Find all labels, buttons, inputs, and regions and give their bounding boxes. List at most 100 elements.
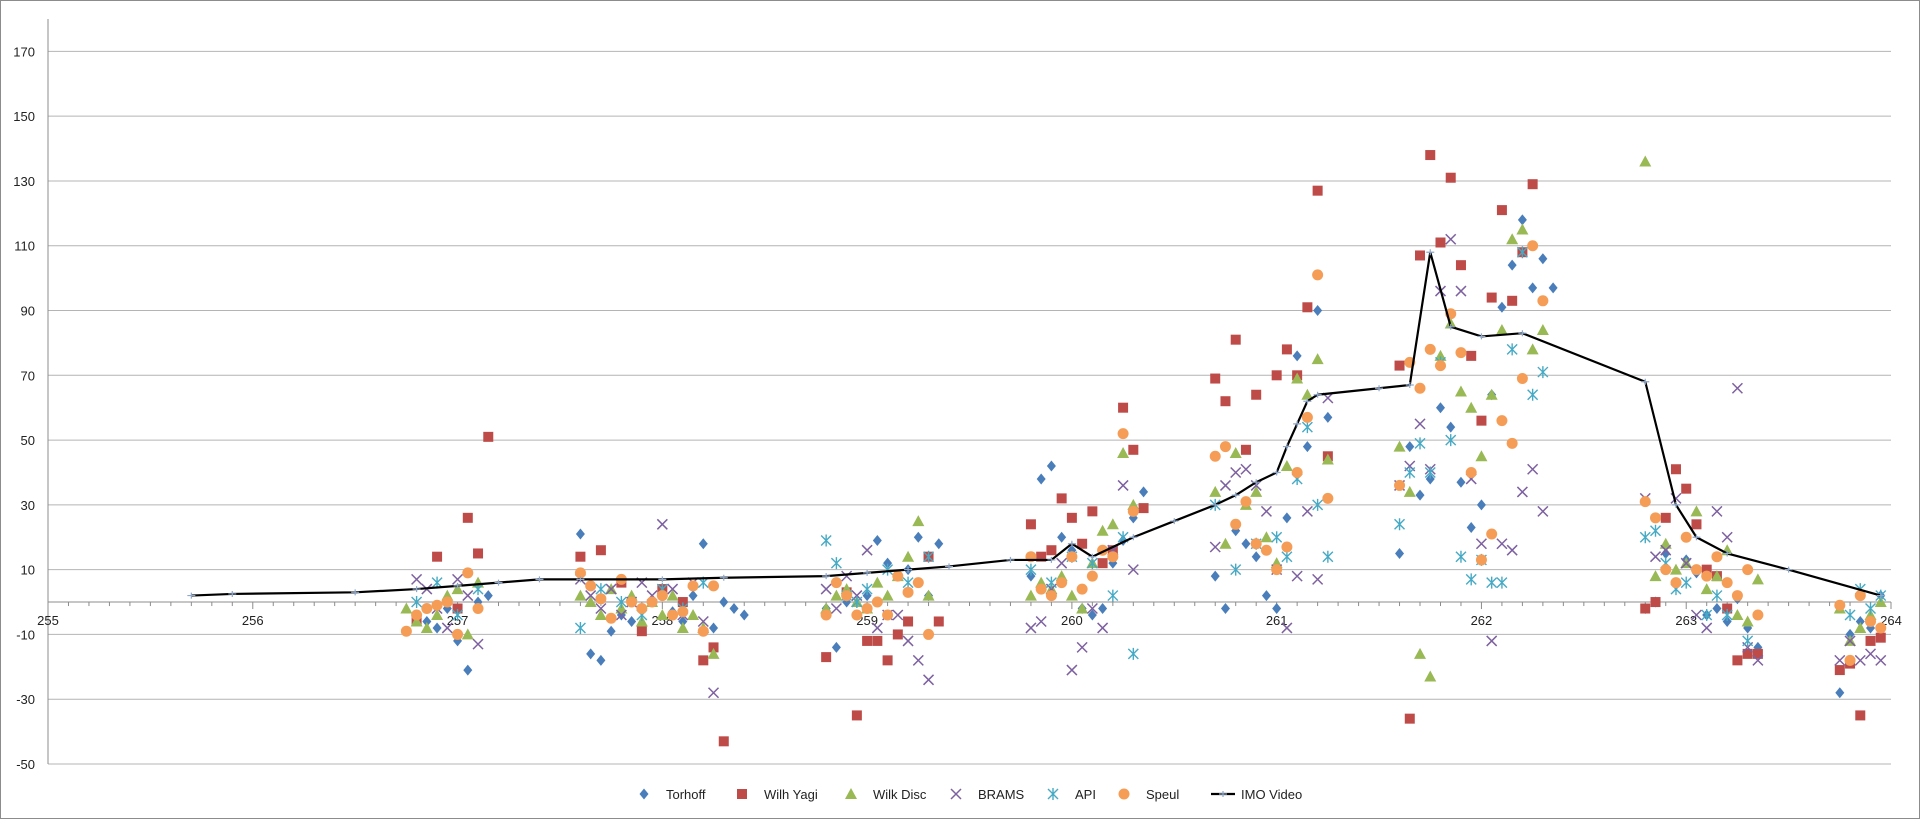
data-point xyxy=(1680,576,1692,589)
data-point xyxy=(1445,233,1457,245)
y-axis-ticks: -50 -30 -10 10 30 50 70 90 110 130 150 170 xyxy=(13,44,35,772)
data-point xyxy=(462,567,474,579)
data-point xyxy=(483,590,493,602)
data-point xyxy=(1282,512,1292,524)
data-point xyxy=(1486,292,1497,303)
data-point xyxy=(452,603,463,614)
legend-label: API xyxy=(1075,787,1096,802)
data-point xyxy=(1537,366,1549,379)
data-point xyxy=(1466,350,1477,361)
data-point xyxy=(1231,492,1240,499)
data-point xyxy=(483,431,494,442)
data-point xyxy=(1496,576,1508,589)
data-point xyxy=(688,590,698,602)
data-point xyxy=(1516,223,1529,235)
data-point xyxy=(595,593,607,605)
data-point xyxy=(697,625,709,637)
data-point xyxy=(1098,603,1108,615)
data-point xyxy=(1415,250,1426,261)
data-point xyxy=(596,654,606,666)
data-point xyxy=(820,609,832,621)
data-point xyxy=(1260,531,1273,543)
data-point xyxy=(574,589,587,601)
data-point xyxy=(1548,282,1558,294)
data-point xyxy=(1076,641,1088,653)
data-point xyxy=(584,596,597,608)
data-point xyxy=(1107,589,1119,602)
data-point xyxy=(1660,512,1671,523)
data-point xyxy=(636,603,648,615)
data-point xyxy=(1446,323,1455,330)
y-tick-label: 30 xyxy=(21,498,35,513)
data-point xyxy=(1455,260,1466,271)
data-point xyxy=(881,589,894,601)
data-point xyxy=(1045,590,1057,602)
data-point xyxy=(830,589,843,601)
data-point xyxy=(1076,602,1089,614)
data-point xyxy=(1087,609,1097,621)
data-point xyxy=(1230,334,1241,345)
data-point xyxy=(1302,302,1313,313)
data-point xyxy=(1710,570,1723,582)
data-point xyxy=(462,512,473,523)
data-point xyxy=(1660,544,1672,556)
y-tick-label: 110 xyxy=(14,239,35,254)
data-point xyxy=(473,548,484,559)
data-point xyxy=(708,642,719,653)
legend-label: IMO Video xyxy=(1241,787,1302,802)
data-point xyxy=(1701,622,1713,634)
data-point xyxy=(1219,441,1231,453)
data-point xyxy=(1394,360,1405,371)
data-point xyxy=(1271,531,1283,544)
data-point xyxy=(1507,295,1518,306)
data-point xyxy=(1465,573,1477,586)
data-point xyxy=(912,515,925,527)
data-point xyxy=(892,609,904,621)
data-point xyxy=(574,567,586,579)
data-point xyxy=(463,664,473,676)
data-point xyxy=(585,580,597,592)
x-tick-label: 263 xyxy=(1675,613,1697,628)
data-point xyxy=(1394,518,1406,531)
data-point xyxy=(1292,350,1302,362)
data-point xyxy=(1138,503,1149,514)
data-point xyxy=(739,609,749,621)
data-point xyxy=(1669,563,1682,575)
data-point xyxy=(1445,172,1456,183)
data-point xyxy=(1117,479,1129,491)
data-point xyxy=(1036,551,1047,562)
data-point xyxy=(1046,460,1056,472)
data-point xyxy=(872,635,883,646)
data-point xyxy=(1301,388,1314,400)
data-point xyxy=(1394,479,1406,491)
data-point xyxy=(432,551,443,562)
data-point xyxy=(1834,654,1846,666)
data-point xyxy=(1219,537,1232,549)
series-wilh-yagi xyxy=(411,150,1886,747)
y-tick-label: 130 xyxy=(13,174,35,189)
data-point xyxy=(872,535,882,546)
data-point xyxy=(862,635,873,646)
data-point xyxy=(1711,589,1723,602)
x-tick-label: 262 xyxy=(1471,613,1493,628)
data-point xyxy=(1281,541,1293,553)
data-point xyxy=(1006,556,1015,563)
data-point xyxy=(1723,550,1732,557)
data-point xyxy=(1261,590,1271,602)
data-point xyxy=(1066,664,1078,676)
y-tick-label: 170 xyxy=(13,44,35,59)
legend-label: BRAMS xyxy=(978,787,1025,802)
data-point xyxy=(452,573,464,585)
data-point xyxy=(1741,615,1754,627)
data-point xyxy=(1405,382,1414,389)
data-point xyxy=(882,655,893,666)
data-point xyxy=(1260,544,1272,556)
data-point xyxy=(1046,545,1057,556)
data-point xyxy=(1690,505,1703,517)
data-point xyxy=(1375,385,1384,392)
data-point xyxy=(1486,576,1498,589)
data-point xyxy=(1742,648,1753,659)
data-point xyxy=(1784,566,1793,573)
data-point xyxy=(1854,654,1866,666)
data-point xyxy=(1066,551,1078,563)
